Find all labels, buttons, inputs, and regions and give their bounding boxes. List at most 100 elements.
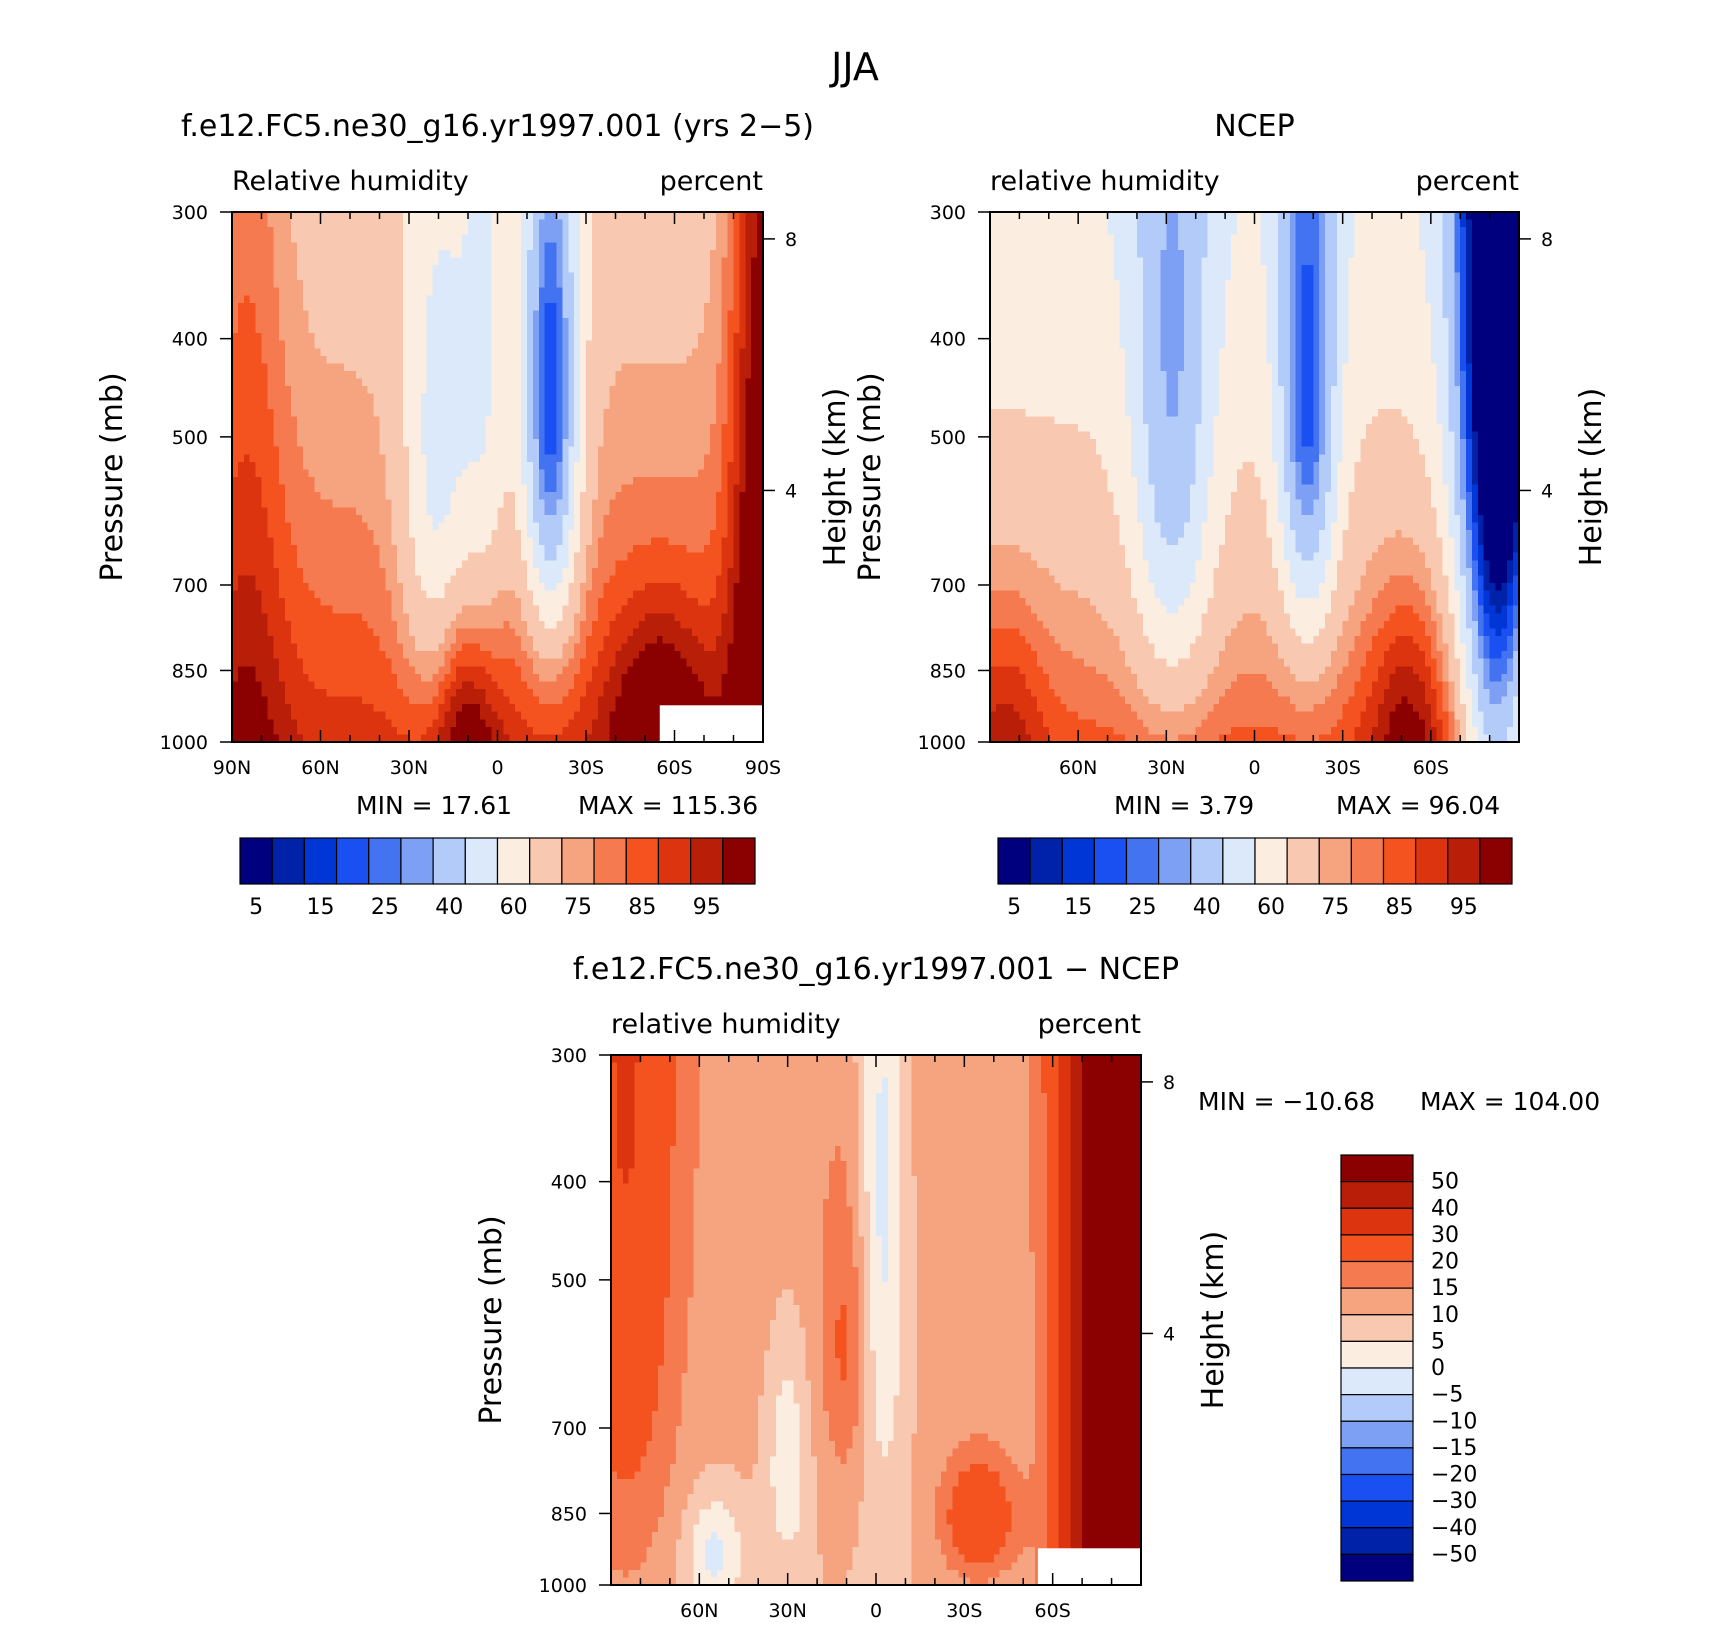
contour-cell bbox=[249, 598, 257, 607]
contour-cell bbox=[403, 424, 410, 433]
contour-cell bbox=[409, 507, 416, 516]
contour-cell bbox=[532, 401, 540, 410]
contour-cell bbox=[503, 590, 510, 599]
contour-cell bbox=[721, 408, 729, 418]
contour-cell bbox=[279, 598, 286, 607]
contour-cell bbox=[426, 567, 434, 577]
contour-cell bbox=[721, 454, 729, 463]
contour-cell bbox=[308, 605, 316, 614]
contour-cell bbox=[650, 371, 658, 380]
contour-cell bbox=[580, 227, 587, 236]
contour-cell bbox=[367, 265, 375, 274]
contour-cell bbox=[414, 537, 422, 546]
contour-cell bbox=[733, 575, 740, 584]
contour-cell bbox=[291, 628, 298, 637]
contour-cell bbox=[656, 575, 664, 584]
contour-cell bbox=[379, 371, 386, 380]
contour-cell bbox=[267, 280, 274, 289]
contour-cell bbox=[556, 416, 563, 425]
contour-cell bbox=[420, 378, 428, 387]
contour-cell bbox=[420, 522, 428, 531]
contour-cell bbox=[515, 287, 522, 296]
contour-cell bbox=[456, 537, 463, 546]
contour-cell bbox=[621, 477, 628, 486]
contour-cell bbox=[355, 310, 363, 319]
contour-cell bbox=[420, 287, 428, 296]
contour-cell bbox=[698, 477, 705, 486]
contour-cell bbox=[627, 454, 634, 463]
contour-cell bbox=[249, 484, 257, 493]
contour-cell bbox=[468, 386, 475, 395]
contour-cell bbox=[279, 590, 286, 599]
contour-cell bbox=[615, 424, 622, 433]
contour-cell bbox=[650, 219, 658, 228]
contour-cell bbox=[261, 537, 268, 546]
contour-cell bbox=[633, 234, 640, 243]
contour-cell bbox=[338, 514, 345, 524]
contour-cell bbox=[426, 446, 434, 455]
contour-cell bbox=[361, 272, 369, 281]
contour-cell bbox=[668, 363, 676, 372]
contour-cell bbox=[479, 416, 487, 425]
contour-cell bbox=[361, 371, 369, 380]
contour-cell bbox=[450, 249, 457, 259]
contour-cell bbox=[462, 393, 469, 402]
contour-cell bbox=[627, 545, 634, 554]
contour-cell bbox=[650, 318, 658, 327]
contour-cell bbox=[403, 552, 410, 561]
contour-cell bbox=[385, 590, 392, 599]
contour-cell bbox=[562, 583, 569, 592]
contour-cell bbox=[680, 537, 687, 546]
contour-cell bbox=[515, 439, 522, 448]
contour-cell bbox=[450, 325, 457, 334]
contour-cell bbox=[255, 560, 263, 569]
contour-cell bbox=[456, 310, 463, 319]
contour-cell bbox=[403, 318, 410, 327]
contour-cell bbox=[414, 567, 422, 577]
contour-cell bbox=[232, 219, 239, 228]
contour-cell bbox=[603, 295, 611, 304]
contour-cell bbox=[444, 484, 451, 493]
contour-cell bbox=[314, 416, 322, 425]
contour-cell bbox=[656, 613, 664, 622]
contour-cell bbox=[674, 401, 681, 410]
contour-cell bbox=[285, 287, 292, 296]
contour-cell bbox=[456, 257, 463, 266]
contour-cell bbox=[308, 431, 316, 440]
contour-cell bbox=[680, 431, 687, 440]
contour-cell bbox=[261, 272, 268, 281]
contour-cell bbox=[403, 371, 410, 380]
contour-cell bbox=[603, 257, 611, 266]
contour-cell bbox=[574, 280, 581, 289]
contour-cell bbox=[639, 401, 646, 410]
contour-cell bbox=[639, 249, 646, 259]
contour-cell bbox=[527, 590, 534, 599]
contour-cell bbox=[285, 302, 292, 312]
contour-cell bbox=[456, 598, 463, 607]
contour-cell bbox=[662, 355, 670, 365]
contour-cell bbox=[538, 386, 546, 395]
contour-cell bbox=[320, 272, 327, 281]
contour-cell bbox=[544, 378, 552, 387]
contour-cell bbox=[591, 287, 599, 296]
contour-cell bbox=[344, 355, 351, 365]
contour-cell bbox=[674, 219, 681, 228]
contour-cell bbox=[509, 461, 516, 471]
contour-cell bbox=[273, 560, 280, 569]
contour-cell bbox=[568, 484, 575, 493]
contour-cell bbox=[656, 507, 664, 516]
contour-cell bbox=[296, 265, 304, 274]
contour-cell bbox=[432, 212, 440, 221]
contour-cell bbox=[562, 605, 569, 614]
contour-cell bbox=[420, 537, 428, 546]
contour-cell bbox=[338, 257, 345, 266]
contour-cell bbox=[727, 265, 735, 274]
contour-cell bbox=[627, 272, 634, 281]
contour-cell bbox=[273, 522, 280, 531]
contour-cell bbox=[521, 469, 528, 478]
contour-cell bbox=[633, 560, 640, 569]
contour-cell bbox=[444, 605, 451, 614]
contour-cell bbox=[503, 363, 510, 372]
contour-cell bbox=[273, 242, 280, 251]
contour-cell bbox=[674, 310, 681, 319]
